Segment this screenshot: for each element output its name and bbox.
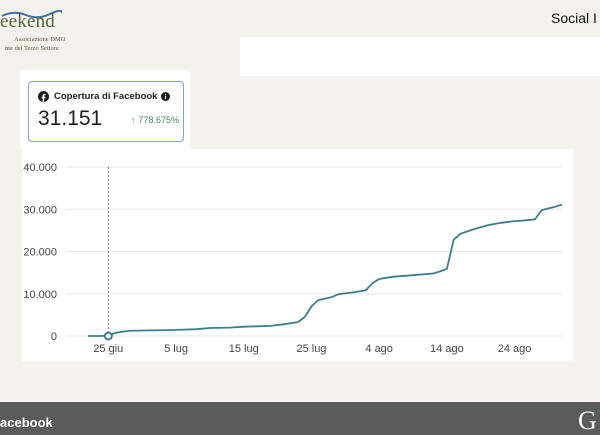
y-tick-label: 0 <box>51 331 57 343</box>
metric-value: 31.151 <box>38 107 103 130</box>
x-tick-label: 25 lug <box>296 343 326 355</box>
logo: eekend Associazione DMO nte del Terzo Se… <box>0 2 70 54</box>
y-tick-label: 30.000 <box>23 204 57 216</box>
x-tick-label: 5 lug <box>164 343 188 355</box>
footer-section-title: acebook <box>0 415 53 430</box>
g-monogram-icon: G <box>578 406 597 435</box>
logo-brand-text: eekend <box>0 11 55 32</box>
reach-chart-svg: 40.000 30.000 20.000 10.000 0 25 giu 5 lug 15 l… <box>23 162 563 355</box>
up-arrow-icon: ↑ <box>131 115 136 125</box>
logo-wave-icon <box>1 10 62 19</box>
page-title: Social I <box>551 10 597 26</box>
metric-panel: Copertura di Facebook 31.151 ↑ 778.675% <box>20 70 190 149</box>
facebook-icon <box>38 91 49 102</box>
metric-label: Copertura di Facebook <box>54 91 158 102</box>
marker-point <box>103 331 113 341</box>
x-tick-label: 14 ago <box>430 343 464 355</box>
metric-delta: ↑ 778.675% <box>131 115 179 125</box>
reach-chart: 40.000 30.000 20.000 10.000 0 25 giu 5 lug 15 l… <box>22 149 573 361</box>
metric-delta-value: 778.675% <box>138 115 180 125</box>
x-tick-label: 25 giu <box>93 343 123 355</box>
info-icon[interactable] <box>161 92 171 101</box>
header-band <box>240 37 600 76</box>
svg-text:G: G <box>578 406 597 435</box>
logo-subtitle-2: nte del Terzo Settore <box>5 45 59 52</box>
series-line <box>88 203 563 337</box>
footer-bar: acebook G <box>0 402 600 435</box>
x-tick-label: 15 lug <box>229 343 259 355</box>
y-tick-label: 20.000 <box>23 247 57 259</box>
x-tick-label: 4 ago <box>365 343 393 355</box>
metric-card-header: Copertura di Facebook <box>38 91 171 102</box>
x-tick-label: 24 ago <box>498 343 532 355</box>
logo-subtitle-1: Associazione DMO <box>14 36 66 43</box>
y-tick-label: 40.000 <box>23 162 57 174</box>
y-tick-label: 10.000 <box>23 289 57 301</box>
metric-card[interactable]: Copertura di Facebook 31.151 ↑ 778.675% <box>28 81 184 142</box>
